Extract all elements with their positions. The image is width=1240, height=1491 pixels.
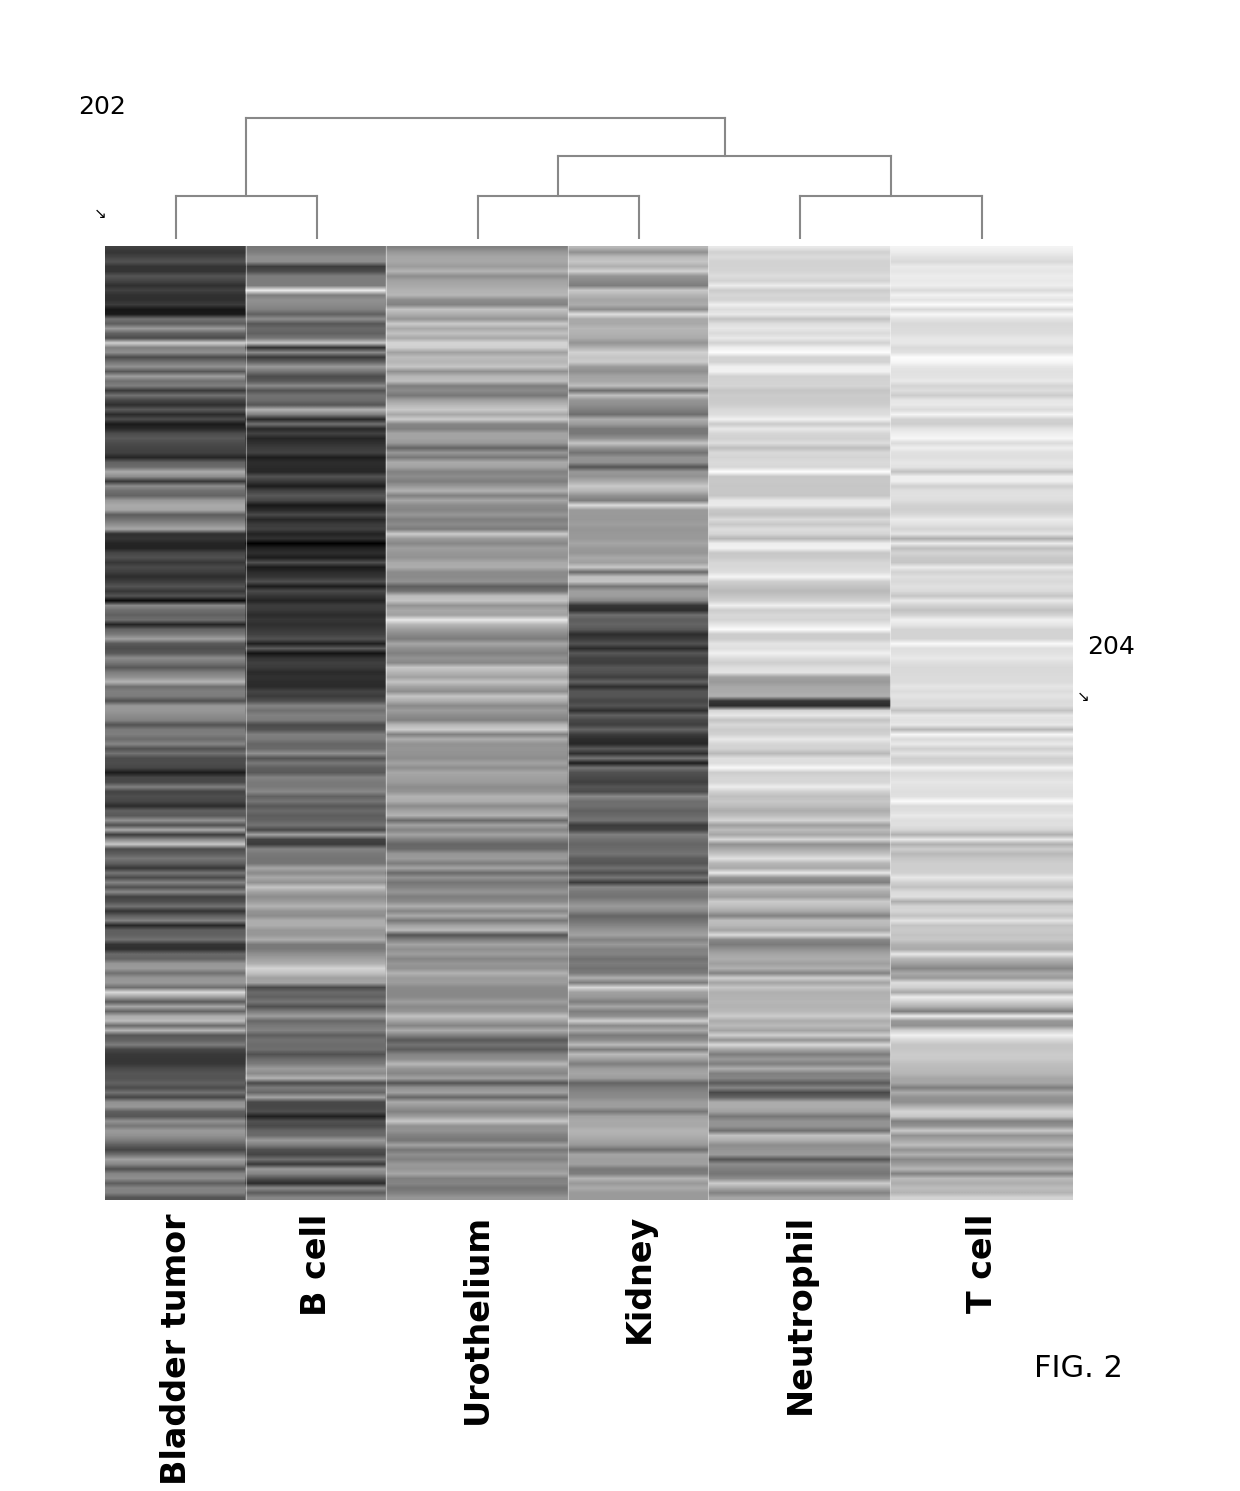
Text: 204: 204 <box>1087 635 1136 659</box>
Text: ↘: ↘ <box>1076 689 1089 704</box>
Text: ↘: ↘ <box>94 206 107 221</box>
Text: 202: 202 <box>78 95 126 119</box>
Text: FIG. 2: FIG. 2 <box>1034 1354 1123 1384</box>
